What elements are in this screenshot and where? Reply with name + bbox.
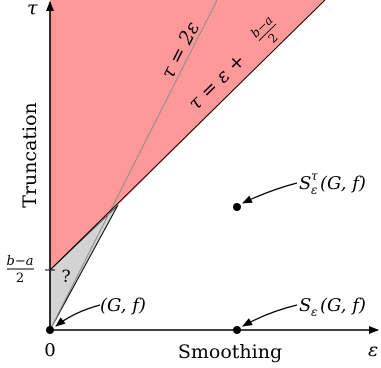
origin-point <box>46 326 54 334</box>
smoothed-point-label: S ε (G, f) <box>299 295 366 319</box>
x-axis-symbol: ε <box>368 339 378 361</box>
smoothed-point <box>233 326 241 334</box>
truncated-label-arrow <box>242 182 298 204</box>
smoothed-label-main: S <box>299 295 311 316</box>
origin-tick-label: 0 <box>44 340 55 361</box>
truncated-label-args: (G, f) <box>320 173 366 194</box>
smoothed-label-arrow <box>242 304 298 327</box>
line-tau-2eps <box>49 0 218 331</box>
origin-label-arrow <box>55 304 101 327</box>
y-tick-denominator: 2 <box>16 271 24 286</box>
smoothed-label-sub: ε <box>311 305 317 319</box>
truncated-label-main: S <box>299 173 311 194</box>
truncated-label-sup: τ <box>311 169 318 183</box>
smoothed-label-args: (G, f) <box>320 295 366 316</box>
origin-point-label: (G, f) <box>100 295 146 316</box>
y-axis-label: Truncation <box>19 102 41 208</box>
unknown-region-label: ? <box>61 267 70 287</box>
y-axis-symbol: τ <box>27 0 38 19</box>
line-tau-eps-plus-offset <box>49 0 326 271</box>
truncated-label-sub: ε <box>311 183 317 197</box>
offset-line-label-fraction-bar <box>258 23 277 42</box>
x-axis-label: Smoothing <box>178 341 282 363</box>
y-tick-numerator: b−a <box>7 254 34 269</box>
truncated-point-label: S τ ε (G, f) <box>299 169 366 197</box>
truncated-point <box>233 203 241 211</box>
